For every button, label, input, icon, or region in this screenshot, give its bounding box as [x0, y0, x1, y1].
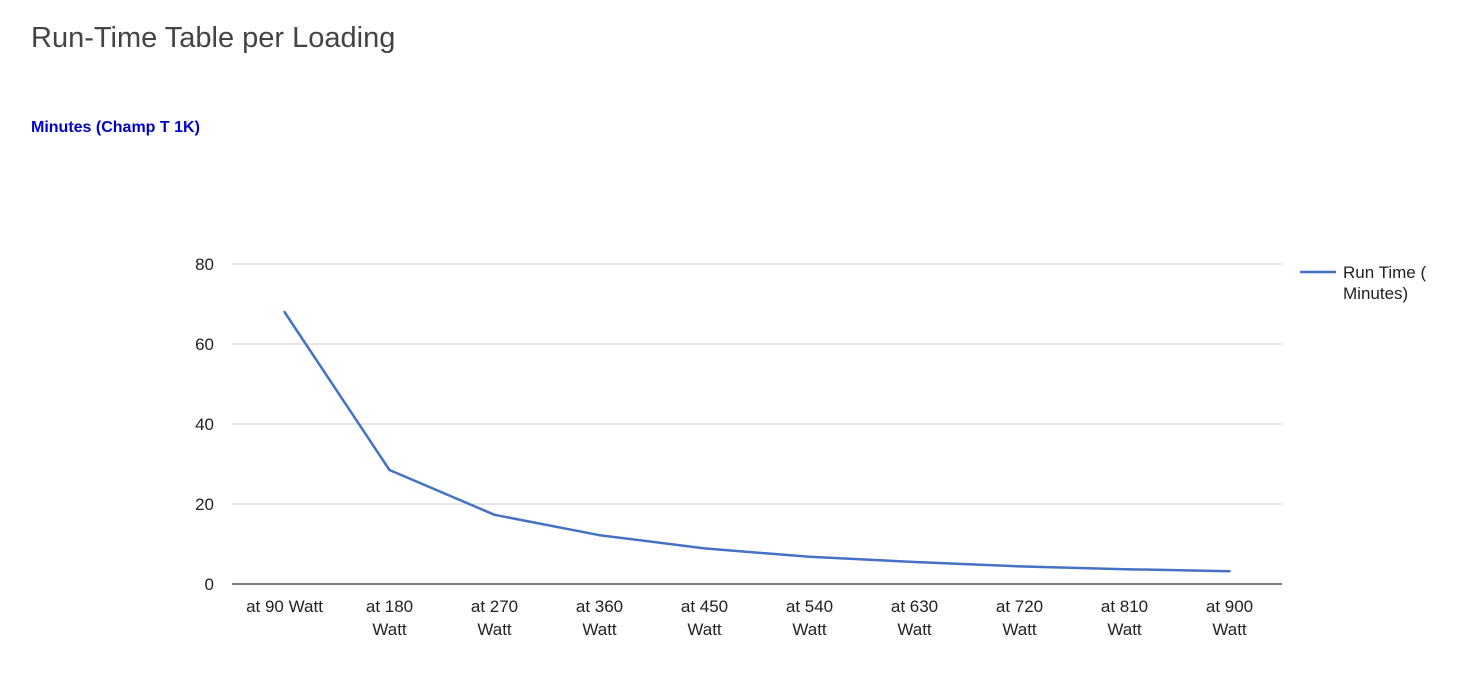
chart-subtitle: Minutes (Champ T 1K) [31, 119, 200, 136]
grid-lines [232, 263, 1282, 585]
x-tick-label: at 720 Watt [996, 597, 1043, 639]
y-axis-ticks: 0 20 40 60 80 [195, 255, 214, 594]
series-layer [283, 310, 1231, 573]
y-tick-label: 80 [195, 255, 214, 274]
x-tick-label: at 810 Watt [1101, 597, 1148, 639]
data-point [388, 468, 391, 472]
data-point [913, 560, 916, 564]
x-tick-label: at 180 Watt [366, 597, 413, 639]
legend-label: Run Time (Minutes) [1343, 263, 1426, 303]
x-tick-label: at 270 Watt [471, 597, 518, 639]
page-title: Run-Time Table per Loading [31, 22, 396, 54]
x-tick-label: at 450 Watt [681, 597, 728, 639]
data-point [1228, 570, 1231, 573]
x-axis-ticks: at 90 Watt at 180 Watt at 270 Watt at 360 Watt… [246, 597, 1253, 639]
data-point [493, 513, 496, 516]
y-tick-label: 20 [195, 495, 214, 514]
data-point [808, 555, 811, 558]
x-tick-label: at 540 Watt [786, 597, 833, 639]
data-point [283, 310, 286, 314]
x-tick-label: at 630 Watt [891, 597, 938, 639]
data-point [598, 534, 601, 537]
y-tick-label: 0 [205, 575, 214, 594]
x-tick-label: at 90 Watt [246, 597, 323, 616]
data-point [1123, 568, 1126, 571]
y-tick-label: 40 [195, 415, 214, 434]
series-line [283, 311, 1230, 573]
y-tick-label: 60 [195, 335, 214, 354]
data-point [703, 547, 706, 550]
data-point [1018, 565, 1021, 568]
legend: Run Time (Minutes) [1300, 263, 1426, 303]
x-tick-label: at 900 Watt [1206, 597, 1253, 639]
x-tick-label: at 360 Watt [576, 597, 623, 639]
